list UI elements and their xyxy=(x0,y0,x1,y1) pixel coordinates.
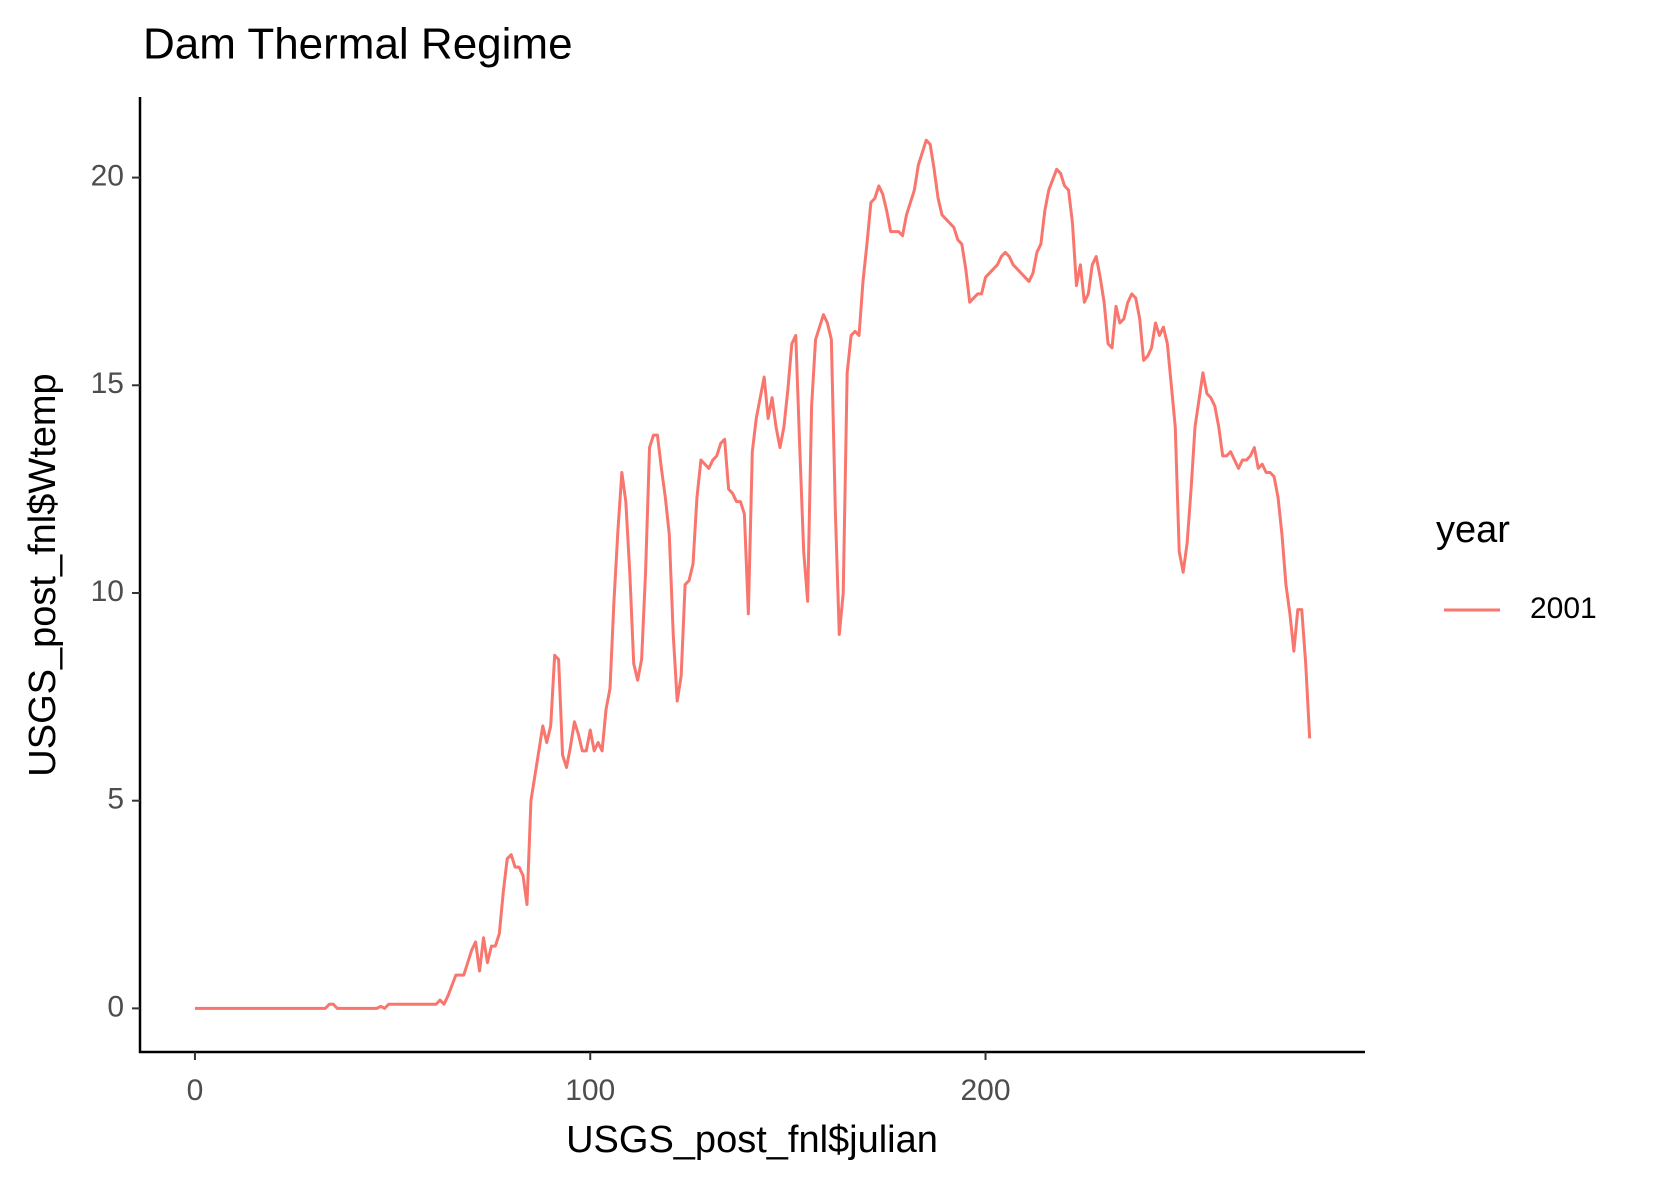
y-tick-label: 20 xyxy=(91,160,124,193)
y-tick-label: 15 xyxy=(91,367,124,400)
chart-title: Dam Thermal Regime xyxy=(143,20,573,69)
x-tick-label: 100 xyxy=(565,1074,615,1107)
y-tick-label: 5 xyxy=(107,783,124,816)
data-line xyxy=(194,138,1312,1010)
y-tick-label: 10 xyxy=(91,575,124,608)
y-tick-label: 0 xyxy=(107,990,124,1023)
x-tick-label: 0 xyxy=(187,1074,204,1107)
legend-title: year xyxy=(1436,509,1510,551)
legend-label: 2001 xyxy=(1530,592,1597,625)
y-axis-label: USGS_post_fnl$Wtemp xyxy=(22,373,64,776)
x-tick-label: 200 xyxy=(960,1074,1010,1107)
x-axis-label: USGS_post_fnl$julian xyxy=(566,1119,938,1161)
